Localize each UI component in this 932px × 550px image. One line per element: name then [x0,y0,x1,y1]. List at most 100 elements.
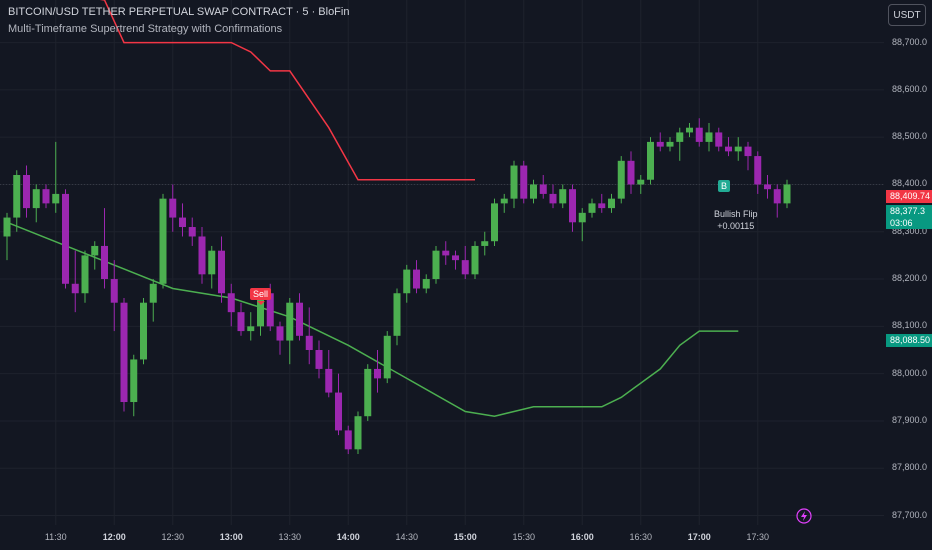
candle-body [315,350,323,369]
lightning-icon[interactable] [796,508,812,524]
price-tick-label: 88,500.0 [892,131,928,142]
candle-body [461,260,469,275]
candle-body [773,189,781,204]
candle-body [666,141,674,147]
candle-body [676,132,684,142]
candle-body [686,127,693,133]
candle-body [325,368,333,393]
supertrend-price-tag: 88,088.50 [886,334,932,347]
candle-body [266,293,274,327]
candle-body [637,179,645,185]
candle-body [705,132,713,142]
candle-body [364,368,372,417]
candle-body [23,175,30,209]
currency-button[interactable]: USDT [888,4,926,26]
sell-signal: Sell [250,288,272,305]
countdown-timer: 03:06 [890,218,913,228]
time-tick-label: 13:00 [219,532,243,542]
price-tick-label: 88,400.0 [892,178,928,189]
time-tick-label: 17:30 [746,532,770,542]
candle-body [276,326,284,341]
candle-body [383,335,391,379]
candle-body [32,189,40,209]
buy-signal: B [718,180,731,192]
candle-body [481,241,489,246]
candle-body [286,302,294,341]
indicator-title[interactable]: Multi-Timeframe Supertrend Strategy with… [8,23,283,35]
candle-body [393,293,401,336]
price-tick-label: 88,200.0 [892,273,928,284]
candle-body [764,184,771,190]
price-tick-label: 87,700.0 [892,509,928,520]
candle-body [559,189,567,204]
price-tick-label: 87,900.0 [892,414,928,425]
candle-body [296,302,303,336]
time-tick-label: 16:00 [570,532,594,542]
price-tick-label: 88,300.0 [892,225,928,236]
candle-body [617,160,625,199]
candle-body [218,250,225,294]
candle-body [198,236,206,275]
price-tick-label: 88,000.0 [892,367,928,378]
candle-body [179,217,186,228]
symbol-title[interactable]: BITCOIN/USD TETHER PERPETUAL SWAP CONTRA… [8,6,350,18]
candle-body [81,255,89,294]
candle-body [569,189,576,223]
candle-body [101,245,108,280]
time-tick-label: 16:30 [629,532,653,542]
time-tick-label: 11:30 [44,532,67,542]
candle-body [62,193,69,284]
candle-body [432,250,440,280]
candle-body [520,165,528,199]
candle-body [588,203,596,213]
last-price-tag: 88,409.74 [886,190,932,203]
candle-body [247,326,255,332]
candle-body [188,227,196,237]
time-tick-label: 15:30 [512,532,536,542]
candle-body [237,312,245,332]
candle-body [715,132,723,147]
candle-body [13,175,21,218]
time-tick-label: 14:00 [336,532,360,542]
candle-body [656,141,664,147]
supertrend-down-line [99,0,475,181]
current-price-value: 88,377.3 [890,206,926,216]
candle-body [491,203,498,242]
candle-body [335,392,342,431]
candle-body [169,198,177,218]
candle-body [120,302,128,403]
candle-body [608,198,615,209]
candle-body [744,146,752,157]
flip-value: +0.00115 [717,221,755,231]
candle-body [227,293,235,313]
time-tick-label: 12:00 [102,532,126,542]
price-tick-label: 87,800.0 [892,462,928,473]
candle-body [354,416,362,450]
candle-body [578,212,586,223]
candle-body [71,283,79,294]
currency-label: USDT [893,9,921,21]
candle-body [598,203,606,209]
candle-body [754,156,762,185]
candle-body [344,430,352,450]
bullish-flip-label: Bullish Flip +0.00115 [714,208,758,232]
candle-body [734,146,742,152]
candle-body [110,279,118,303]
candle-body [159,198,167,284]
time-tick-label: 14:30 [395,532,419,542]
candle-body [627,160,635,185]
supertrend-up-line [6,221,739,417]
candle-body [647,141,654,180]
candle-body [549,193,557,204]
price-tick-label: 88,700.0 [892,36,928,47]
time-tick-label: 15:00 [453,532,477,542]
candle-body [130,359,138,403]
candle-body [442,250,450,256]
candle-body [510,165,518,199]
candle-body [783,184,791,204]
candle-body [257,293,264,327]
time-tick-label: 12:30 [161,532,185,542]
time-tick-label: 17:00 [687,532,711,542]
flip-title: Bullish Flip [714,209,758,219]
